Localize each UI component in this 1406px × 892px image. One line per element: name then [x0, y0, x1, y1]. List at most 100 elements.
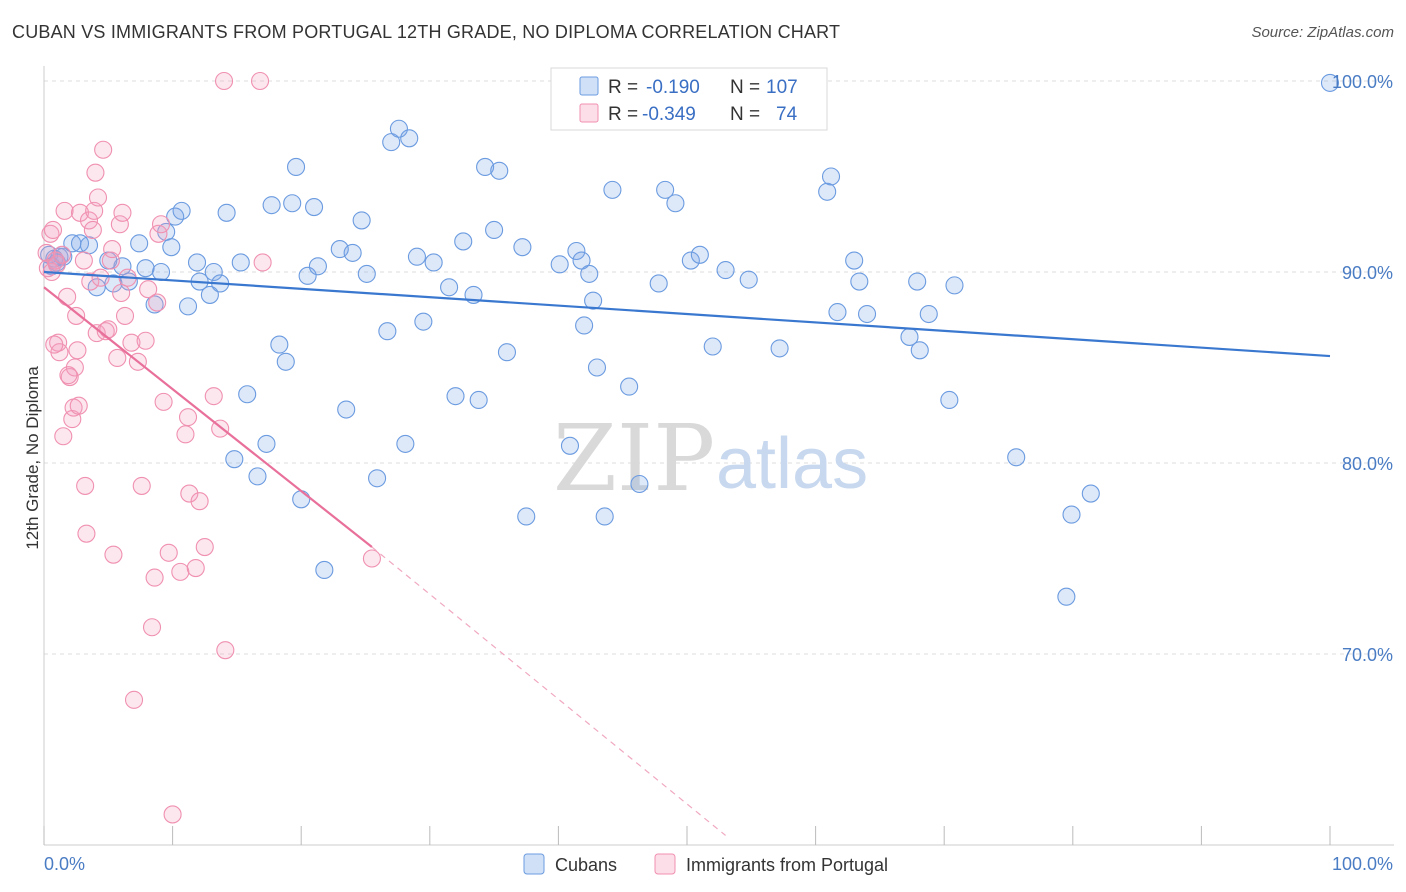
- point-cubans-45: [337, 400, 356, 419]
- trend-line-cubans: [43, 270, 1331, 358]
- point-portugal-17: [67, 306, 86, 325]
- point-cubans-102: [1007, 448, 1026, 467]
- point-cubans-69: [550, 255, 569, 274]
- point-portugal-62: [204, 387, 223, 406]
- point-cubans-33: [257, 434, 276, 453]
- point-portugal-48: [145, 568, 164, 587]
- point-cubans-46: [343, 243, 362, 262]
- point-portugal-41: [122, 333, 141, 352]
- point-portugal-27: [86, 163, 105, 182]
- point-portugal-55: [171, 562, 190, 581]
- point-cubans-16: [145, 295, 164, 314]
- point-cubans-57: [424, 253, 443, 272]
- point-cubans-43: [315, 560, 334, 580]
- point-cubans-74: [580, 264, 599, 283]
- point-cubans-59: [446, 387, 465, 406]
- point-portugal-58: [180, 484, 199, 503]
- point-cubans-90: [818, 182, 837, 201]
- point-cubans-106: [1320, 73, 1340, 92]
- point-cubans-26: [204, 262, 223, 282]
- legend-n-value-1: 107: [766, 77, 798, 98]
- point-cubans-98: [910, 341, 929, 360]
- legend-swatch-cubans-bottom: [523, 853, 545, 875]
- trend-lines: [43, 270, 1331, 836]
- x-tick-label-0: 0.0%: [44, 854, 85, 874]
- point-cubans-32: [248, 467, 267, 486]
- point-cubans-64: [485, 220, 504, 240]
- point-cubans-56: [414, 312, 433, 331]
- point-portugal-32: [96, 322, 115, 341]
- point-cubans-21: [172, 201, 191, 220]
- legend-swatch-portugal: [579, 103, 599, 123]
- point-portugal-54: [163, 805, 182, 824]
- point-cubans-103: [1057, 587, 1076, 606]
- legend-n-label-2: N =: [730, 104, 760, 125]
- point-cubans-81: [649, 274, 668, 293]
- point-portugal-22: [77, 524, 96, 543]
- point-portugal-11: [55, 201, 74, 220]
- point-cubans-38: [287, 157, 306, 176]
- point-cubans-47: [352, 211, 371, 230]
- legend-n-label-1: N =: [730, 77, 760, 98]
- y-tick-label-1: 90.0%: [1342, 263, 1393, 283]
- point-cubans-28: [217, 203, 236, 222]
- point-cubans-73: [575, 316, 594, 335]
- point-portugal-65: [214, 71, 234, 91]
- point-cubans-15: [136, 259, 155, 278]
- watermark: ZIP atlas: [553, 405, 868, 512]
- legend-n-value-2: 74: [776, 104, 798, 125]
- point-portugal-64: [216, 641, 235, 660]
- y-tick-label-3: 70.0%: [1342, 645, 1393, 665]
- point-portugal-37: [110, 215, 129, 234]
- point-cubans-88: [739, 270, 758, 289]
- point-portugal-4: [43, 220, 63, 240]
- point-cubans-14: [130, 234, 149, 253]
- point-cubans-79: [620, 377, 639, 396]
- point-cubans-105: [1081, 484, 1100, 503]
- point-portugal-36: [108, 348, 127, 368]
- point-portugal-25: [83, 220, 102, 240]
- point-portugal-47: [142, 618, 162, 637]
- point-cubans-94: [850, 272, 869, 291]
- point-cubans-86: [703, 337, 722, 356]
- point-cubans-95: [857, 304, 877, 324]
- point-cubans-35: [270, 335, 289, 354]
- point-cubans-36: [276, 352, 295, 371]
- grid-lines: [44, 80, 1394, 655]
- chart-title: CUBAN VS IMMIGRANTS FROM PORTUGAL 12TH G…: [12, 22, 841, 42]
- point-portugal-71: [69, 396, 88, 415]
- point-portugal-29: [88, 188, 108, 207]
- point-cubans-70: [560, 436, 580, 455]
- point-portugal-67: [253, 253, 272, 272]
- tick-labels: 100.0% 90.0% 80.0% 70.0% 0.0% 100.0%: [44, 72, 1393, 874]
- point-portugal-53: [159, 543, 178, 562]
- legend-swatch-portugal-bottom: [654, 853, 676, 875]
- legend-label-portugal: Immigrants from Portugal: [686, 855, 888, 875]
- point-cubans-12: [113, 257, 132, 276]
- point-cubans-99: [919, 304, 938, 324]
- point-cubans-78: [603, 180, 622, 199]
- point-cubans-80: [630, 474, 649, 494]
- point-portugal-26: [85, 201, 104, 220]
- point-portugal-16: [65, 358, 84, 377]
- source-note: Source: ZipAtlas.com: [1251, 24, 1394, 41]
- point-cubans-67: [513, 238, 532, 257]
- point-cubans-75: [584, 291, 603, 310]
- point-portugal-21: [76, 476, 95, 495]
- point-cubans-17: [151, 262, 171, 282]
- point-portugal-46: [139, 280, 158, 299]
- x-tick-label-1: 100.0%: [1332, 854, 1393, 874]
- point-portugal-31: [94, 140, 113, 159]
- point-cubans-22: [178, 297, 198, 316]
- point-portugal-18: [68, 341, 87, 360]
- point-portugal-60: [190, 492, 209, 511]
- y-tick-label-0: 100.0%: [1332, 72, 1393, 92]
- point-cubans-50: [378, 322, 397, 341]
- point-cubans-104: [1062, 505, 1081, 524]
- legend-r-value-2: -0.349: [642, 104, 696, 125]
- trend-extension-portugal: [371, 546, 726, 836]
- point-cubans-48: [357, 264, 376, 283]
- legend-r-value-1: -0.190: [646, 77, 700, 98]
- point-portugal-66: [250, 71, 270, 91]
